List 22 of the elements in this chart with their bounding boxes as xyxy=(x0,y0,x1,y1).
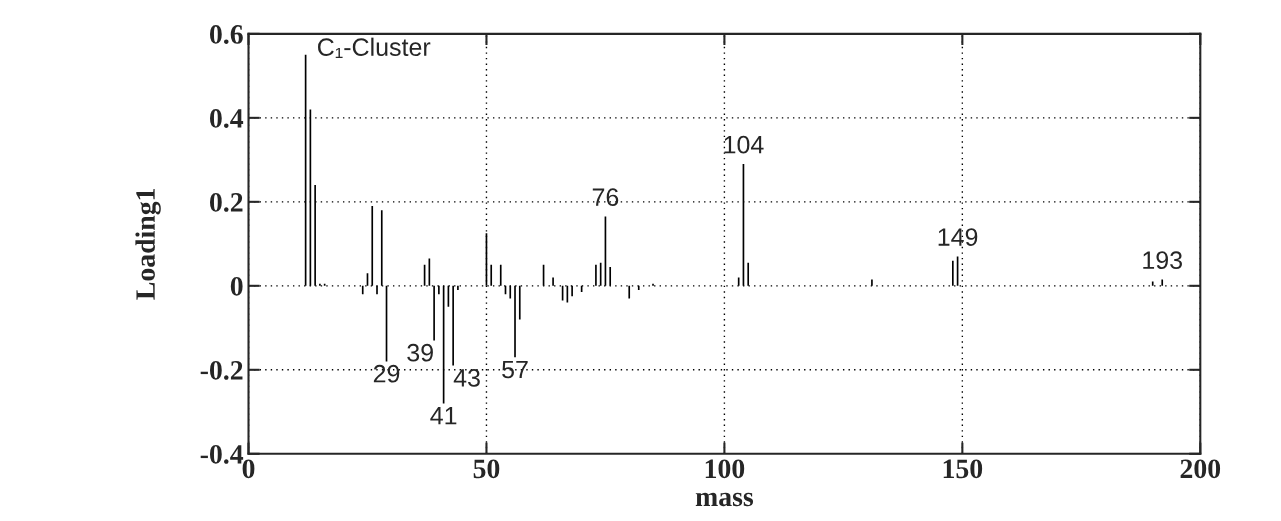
y-tick-label: -0.2 xyxy=(200,360,243,380)
annotation: 104 xyxy=(724,135,764,154)
x-tick-label: 200 xyxy=(1180,459,1221,479)
y-tick-label: 0 xyxy=(230,276,243,296)
y-axis-title: Loading1 xyxy=(135,188,161,300)
annotation: 149 xyxy=(938,228,978,246)
annotation: 43 xyxy=(453,369,480,387)
x-tick-label: 100 xyxy=(705,459,745,479)
x-tick-label: 50 xyxy=(473,459,500,479)
annotation: C₁-Cluster xyxy=(318,37,431,58)
y-tick-label: -0.4 xyxy=(200,444,244,464)
y-tick-label: 0.2 xyxy=(209,193,243,212)
x-tick-label: 150 xyxy=(943,459,983,479)
annotation: 193 xyxy=(1143,251,1182,270)
y-tick-label: 0.6 xyxy=(209,25,243,44)
y-tick-label: 0.4 xyxy=(209,109,244,128)
annotation: 39 xyxy=(407,343,433,362)
annotation: 76 xyxy=(592,188,619,207)
annotation: 57 xyxy=(502,360,528,379)
x-axis-title: mass xyxy=(695,492,754,507)
annotation: 29 xyxy=(373,364,400,383)
annotation: 41 xyxy=(430,407,457,425)
